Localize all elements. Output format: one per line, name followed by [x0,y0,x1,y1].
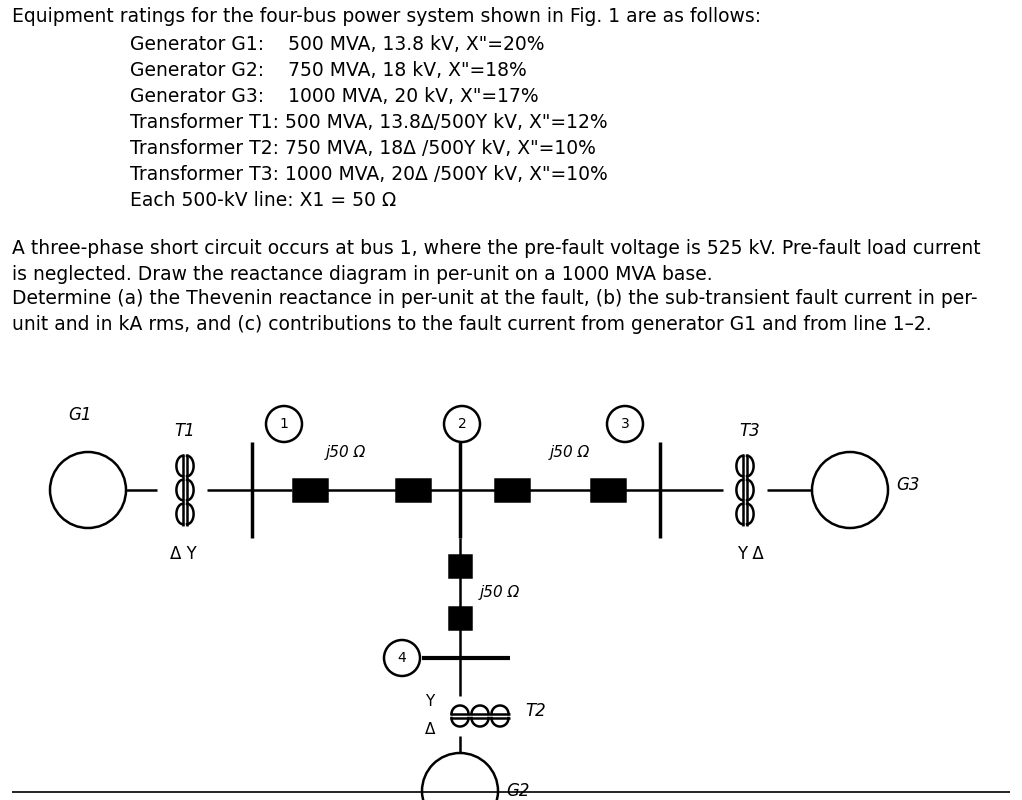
Text: is neglected. Draw the reactance diagram in per-unit on a 1000 MVA base.: is neglected. Draw the reactance diagram… [12,265,712,284]
Text: j50 Ω: j50 Ω [550,445,590,460]
Text: Transformer T3: 1000 MVA, 20Δ /500Y kV, X"=10%: Transformer T3: 1000 MVA, 20Δ /500Y kV, … [130,165,608,184]
Text: j50 Ω: j50 Ω [480,585,520,599]
Text: j50 Ω: j50 Ω [326,445,366,460]
Text: G3: G3 [896,476,920,494]
Text: T1: T1 [175,422,195,440]
Text: Generator G2:    750 MVA, 18 kV, X"=18%: Generator G2: 750 MVA, 18 kV, X"=18% [130,61,526,80]
Text: Equipment ratings for the four-bus power system shown in Fig. 1 are as follows:: Equipment ratings for the four-bus power… [12,7,761,26]
Text: G2: G2 [506,782,529,800]
Text: Transformer T2: 750 MVA, 18Δ /500Y kV, X"=10%: Transformer T2: 750 MVA, 18Δ /500Y kV, X… [130,139,596,158]
Text: A three-phase short circuit occurs at bus 1, where the pre-fault voltage is 525 : A three-phase short circuit occurs at bu… [12,239,981,258]
Text: Determine (a) the Thevenin reactance in per-unit at the fault, (b) the sub-trans: Determine (a) the Thevenin reactance in … [12,289,977,308]
Text: unit and in kA rms, and (c) contributions to the fault current from generator G1: unit and in kA rms, and (c) contribution… [12,315,932,334]
Text: 4: 4 [398,651,407,665]
Bar [591,479,625,501]
Text: T2: T2 [525,702,546,720]
Text: 2: 2 [458,417,466,431]
Bar [396,479,430,501]
Text: Y Δ: Y Δ [737,545,763,563]
Bar [449,607,471,629]
Text: Y: Y [425,694,434,710]
Text: Δ Y: Δ Y [170,545,196,563]
Bar [293,479,327,501]
Text: Generator G1:    500 MVA, 13.8 kV, X"=20%: Generator G1: 500 MVA, 13.8 kV, X"=20% [130,35,545,54]
Text: 1: 1 [280,417,288,431]
Text: Each 500-kV line: X1 = 50 Ω: Each 500-kV line: X1 = 50 Ω [130,191,397,210]
Text: Generator G3:    1000 MVA, 20 kV, X"=17%: Generator G3: 1000 MVA, 20 kV, X"=17% [130,87,539,106]
Bar [449,555,471,577]
Bar [495,479,529,501]
Text: 3: 3 [620,417,630,431]
Text: Transformer T1: 500 MVA, 13.8Δ/500Y kV, X"=12%: Transformer T1: 500 MVA, 13.8Δ/500Y kV, … [130,113,608,132]
Text: T3: T3 [740,422,760,440]
Text: G1: G1 [68,406,92,424]
Text: Δ: Δ [425,722,435,738]
